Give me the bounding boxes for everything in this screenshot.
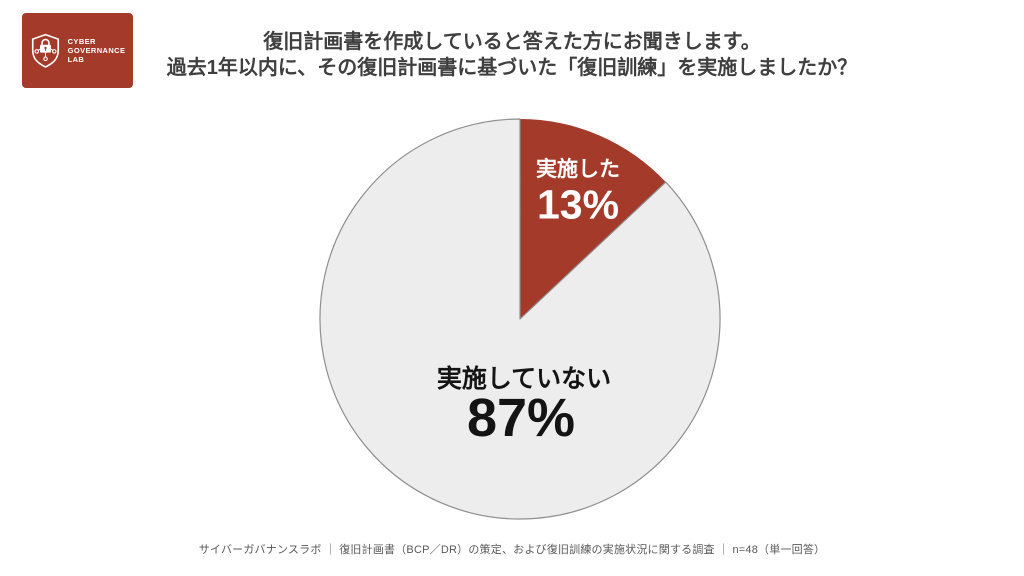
title-line-1: 復旧計画書を作成していると答えた方にお聞きします。 xyxy=(263,31,761,53)
pie-slice-0 xyxy=(520,119,666,319)
logo-text: CYBER GOVERNANCE LAB xyxy=(68,37,126,64)
logo: CYBER GOVERNANCE LAB xyxy=(22,13,133,88)
slice-label-not-implemented: 実施していない xyxy=(436,365,612,393)
slice-label-implemented: 実施した xyxy=(536,158,620,181)
slice-value-implemented: 13% xyxy=(536,181,620,228)
slice-value-not-implemented: 87% xyxy=(466,388,576,448)
logo-text-line-3: LAB xyxy=(67,55,85,64)
pie-chart-svg xyxy=(319,118,721,520)
footer-caption: サイバーガバナンスラボ ｜ 復旧計画書（BCP／DR）の策定、および復旧訓練の実… xyxy=(198,544,826,556)
logo-text-line-1: CYBER xyxy=(67,37,96,46)
pie-chart: 実施した 13% 実施していない 87% xyxy=(310,109,730,529)
logo-text-line-2: GOVERNANCE xyxy=(67,46,126,55)
pie-slice-1 xyxy=(319,118,721,520)
page-title: 復旧計画書を作成していると答えた方にお聞きします。 過去1年以内に、その復旧計画… xyxy=(0,29,1024,81)
shield-lock-icon xyxy=(31,33,59,68)
title-line-2: 過去1年以内に、その復旧計画書に基づいた「復旧訓練」を実施しましたか？ xyxy=(166,57,858,79)
